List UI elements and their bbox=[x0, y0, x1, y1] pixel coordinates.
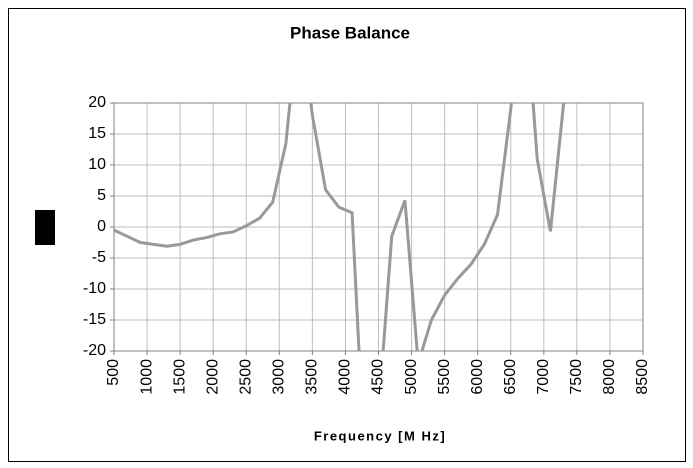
x-tick-label: 3000 bbox=[271, 359, 288, 395]
x-tick-label: 5500 bbox=[436, 359, 453, 395]
plot-border bbox=[113, 102, 644, 352]
x-axis-label: Frequency [M Hz] bbox=[314, 428, 446, 443]
y-tick-label: 0 bbox=[97, 218, 106, 235]
x-tick-label: 8500 bbox=[634, 359, 651, 395]
x-tick-label: 1500 bbox=[171, 359, 188, 395]
y-tick-label: -10 bbox=[83, 280, 106, 297]
x-tick-label: 8000 bbox=[601, 359, 618, 395]
chart-title: Phase Balance bbox=[290, 23, 410, 42]
y-tick-label: 20 bbox=[88, 94, 106, 111]
x-tick-label: 1000 bbox=[138, 359, 155, 395]
data-line bbox=[114, 103, 566, 351]
legend-swatch bbox=[35, 210, 55, 245]
x-tick-label: 7000 bbox=[535, 359, 552, 395]
x-tick-label: 3500 bbox=[304, 359, 321, 395]
x-tick-label: 4000 bbox=[337, 359, 354, 395]
x-tick-label: 5000 bbox=[403, 359, 420, 395]
x-tick-label: 2000 bbox=[204, 359, 221, 395]
x-tick-label: 4500 bbox=[370, 359, 387, 395]
y-tick-label: -5 bbox=[92, 249, 106, 266]
y-tick-label: -15 bbox=[83, 311, 106, 328]
x-tick-label: 6500 bbox=[502, 359, 519, 395]
x-tick-label: 6000 bbox=[469, 359, 486, 395]
y-tick-label: 5 bbox=[97, 187, 106, 204]
x-tick-label: 7500 bbox=[568, 359, 585, 395]
x-tick-label: 500 bbox=[105, 359, 122, 386]
y-tick-label: 15 bbox=[88, 125, 106, 142]
y-tick-label: -20 bbox=[83, 342, 106, 359]
x-tick-label: 2500 bbox=[237, 359, 254, 395]
y-tick-label: 10 bbox=[88, 156, 106, 173]
